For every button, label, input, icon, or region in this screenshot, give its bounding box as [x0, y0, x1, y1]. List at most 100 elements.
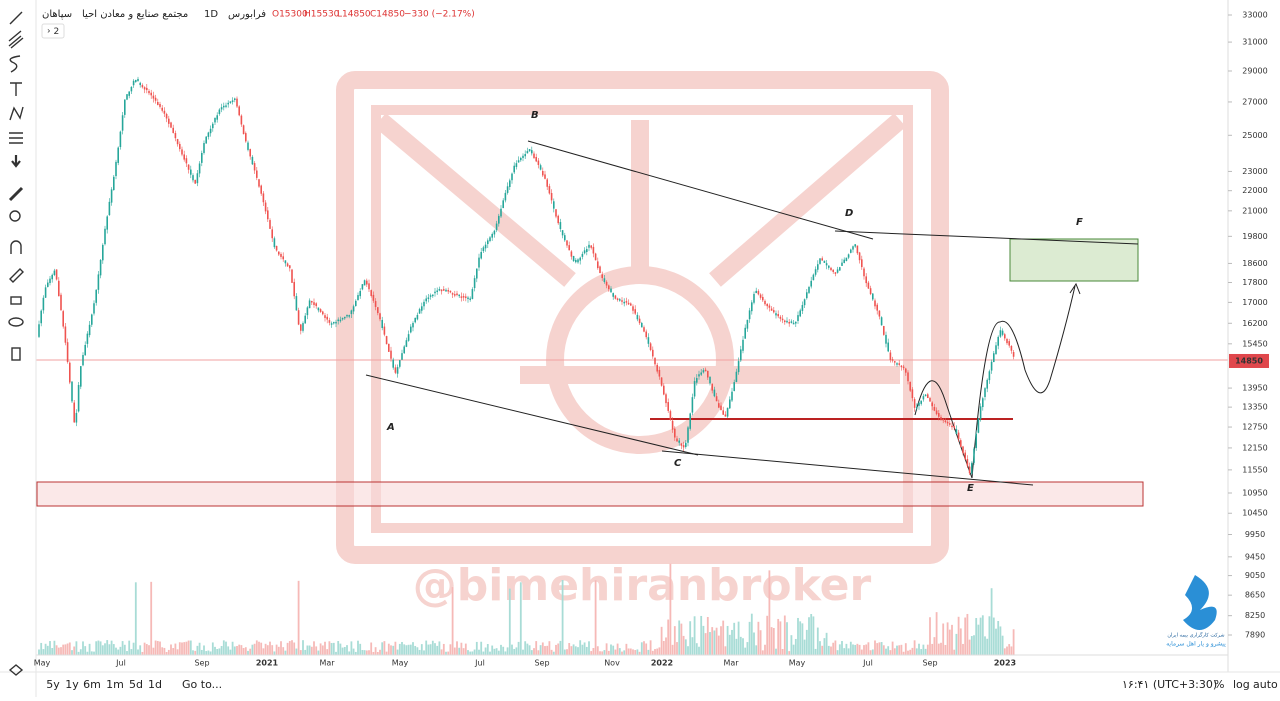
candle-body: [638, 318, 641, 324]
volume-bar: [713, 630, 716, 655]
candle-body: [693, 381, 696, 397]
tool-prediction[interactable]: [9, 132, 23, 144]
volume-bar: [106, 640, 109, 655]
volume-bar: [513, 648, 516, 655]
range-button[interactable]: 1y: [65, 678, 79, 691]
volume-bar: [308, 645, 311, 655]
volume-bar: [321, 645, 324, 655]
candle-body: [955, 429, 958, 434]
candle-body: [95, 289, 97, 303]
volume-bar: [183, 642, 186, 655]
volume-bar: [744, 647, 747, 655]
volume-bar: [200, 649, 203, 655]
goto-button[interactable]: Go to...: [182, 678, 222, 691]
candle-body: [99, 259, 102, 276]
volume-bar: [203, 645, 205, 655]
tool-trash[interactable]: [11, 347, 21, 361]
volume-bar: [313, 641, 315, 655]
volume-bar: [517, 641, 520, 655]
candle-body: [594, 253, 597, 261]
volume-bar: [434, 643, 436, 655]
candle-body: [973, 448, 975, 463]
volume-bar: [482, 651, 485, 655]
volume-bar: [902, 651, 905, 655]
volume-bar: [922, 644, 925, 655]
tool-arrow[interactable]: [11, 155, 21, 168]
volume-bar: [77, 651, 80, 655]
volume-bar: [651, 650, 654, 655]
tool-pattern[interactable]: [9, 106, 24, 121]
candle-body: [324, 315, 326, 318]
log-toggle[interactable]: log: [1233, 678, 1250, 691]
volume-bar: [607, 650, 610, 655]
candle-body: [150, 92, 152, 96]
candle-body: [667, 402, 669, 411]
tool-text[interactable]: [10, 82, 22, 96]
candle-body: [861, 259, 863, 268]
volume-bar: [585, 646, 588, 655]
tool-zoom[interactable]: [9, 210, 21, 222]
volume-bar: [273, 651, 276, 655]
candle-body: [685, 442, 687, 447]
tool-visibility[interactable]: [8, 317, 24, 327]
candle-body: [869, 288, 872, 295]
tool-line[interactable]: [9, 11, 23, 25]
volume-bar: [834, 640, 837, 655]
volume-bar: [348, 651, 351, 655]
volume-bar: [717, 635, 720, 655]
candle-body: [495, 223, 498, 231]
tool-ruler[interactable]: [8, 186, 24, 202]
price-label: 22000: [1242, 186, 1267, 195]
volume-bar: [900, 644, 903, 655]
volume-bar: [328, 641, 331, 655]
candle-body: [458, 294, 460, 297]
candle-body: [339, 319, 342, 322]
tool-brush[interactable]: [9, 55, 21, 73]
candle-body: [707, 370, 709, 378]
auto-toggle[interactable]: auto: [1253, 678, 1278, 691]
candle-body: [388, 343, 390, 352]
range-button[interactable]: 1m: [106, 678, 124, 691]
tool-magnet[interactable]: [10, 240, 22, 254]
range-button[interactable]: 5y: [46, 678, 60, 691]
volume-bar: [372, 651, 375, 655]
volume-bar: [255, 640, 258, 655]
collapse-button[interactable]: [41, 23, 65, 39]
volume-bar: [557, 643, 560, 655]
percent-toggle[interactable]: %: [1214, 678, 1224, 691]
candle-body: [896, 363, 898, 365]
candle-body: [418, 309, 421, 314]
candle-body: [80, 366, 82, 387]
candle-body: [245, 133, 247, 142]
volume-bar: [981, 615, 984, 655]
volume-bar: [442, 643, 445, 655]
volume-bar: [357, 640, 359, 655]
candle-body: [284, 260, 287, 264]
volume-bar: [198, 642, 201, 655]
volume-bar: [913, 640, 916, 655]
tool-lock[interactable]: [10, 296, 22, 305]
volume-bar: [1012, 629, 1015, 655]
volume-bar: [808, 617, 810, 655]
candle-body: [619, 299, 621, 301]
candle-body: [517, 160, 520, 163]
exchange: فرابورس: [228, 9, 266, 20]
volume-bar: [995, 628, 997, 655]
candle-body: [986, 379, 988, 389]
price-label: 18600: [1242, 259, 1267, 268]
range-button[interactable]: 6m: [83, 678, 101, 691]
tool-layers[interactable]: [8, 664, 24, 676]
candle-body: [836, 269, 839, 273]
volume-bar: [992, 617, 995, 655]
tool-fib[interactable]: [8, 30, 24, 49]
tool-lock-drawing[interactable]: [9, 268, 24, 283]
volume-bar: [964, 617, 967, 655]
volume-bar: [775, 648, 777, 655]
candle-body: [258, 179, 260, 187]
collapse-count[interactable]: › 2: [47, 27, 59, 37]
range-button[interactable]: 1d: [148, 678, 162, 691]
volume-bar: [838, 644, 841, 655]
volume-bar: [350, 641, 353, 655]
price-label: 27000: [1242, 97, 1267, 106]
range-button[interactable]: 5d: [129, 678, 143, 691]
